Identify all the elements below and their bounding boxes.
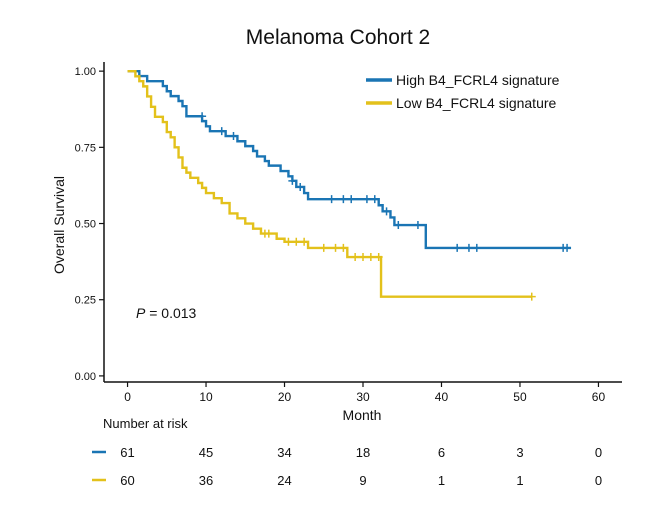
censor-mark: [464, 243, 473, 252]
censor-mark: [370, 195, 379, 204]
x-tick-label: 50: [513, 390, 527, 404]
legend-label: Low B4_FCRL4 signature: [396, 95, 557, 111]
censor-mark: [229, 132, 238, 141]
x-tick-label: 20: [278, 390, 292, 404]
censor-mark: [339, 243, 348, 252]
legend-label: High B4_FCRL4 signature: [396, 72, 560, 88]
censor-mark: [264, 229, 273, 238]
risk-count: 34: [277, 445, 291, 460]
censor-mark: [366, 253, 375, 262]
censor-mark: [374, 253, 383, 262]
censor-mark: [362, 195, 371, 204]
censor-mark: [300, 237, 309, 246]
risk-count: 3: [516, 445, 523, 460]
censor-mark: [292, 237, 301, 246]
censor-mark: [359, 253, 367, 262]
censor-mark: [198, 112, 207, 121]
censor-mark: [288, 176, 297, 185]
y-axis-label: Overall Survival: [51, 176, 67, 274]
risk-count: 1: [516, 473, 523, 488]
censor-mark: [296, 182, 305, 191]
risk-count: 36: [199, 473, 213, 488]
censor-mark: [394, 221, 403, 230]
x-axis-label: Month: [343, 407, 382, 423]
x-tick-label: 30: [356, 390, 370, 404]
p-value: = 0.013: [145, 305, 196, 321]
risk-count: 24: [277, 473, 291, 488]
y-tick-label: 1.00: [75, 66, 96, 78]
y-tick-label: 0.50: [75, 219, 96, 231]
censor-mark: [472, 243, 481, 252]
risk-count: 61: [120, 445, 134, 460]
series-low: [127, 69, 536, 301]
censor-mark: [331, 243, 340, 252]
legend: High B4_FCRL4 signature Low B4_FCRL4 sign…: [366, 72, 560, 111]
x-tick-label: 60: [592, 390, 606, 404]
x-tick-label: 0: [124, 390, 131, 404]
series-high: [127, 69, 572, 252]
risk-table-title: Number at risk: [103, 416, 188, 431]
censor-mark: [284, 237, 293, 246]
censor-mark: [453, 243, 462, 252]
risk-count: 1: [438, 473, 445, 488]
censor-mark: [347, 195, 356, 204]
y-tick-label: 0.00: [75, 371, 96, 383]
risk-count: 9: [359, 473, 366, 488]
survival-curve: [127, 69, 532, 298]
x-tick-label: 10: [199, 390, 213, 404]
censor-mark: [413, 221, 422, 230]
censor-mark: [527, 292, 536, 301]
x-tick-label: 40: [435, 390, 449, 404]
censor-mark: [382, 207, 391, 216]
censor-mark: [339, 195, 348, 204]
p-value-annotation: P = 0.013: [136, 305, 197, 321]
risk-count: 0: [595, 473, 602, 488]
censor-mark: [563, 243, 572, 252]
censor-mark: [327, 195, 336, 204]
risk-count: 6: [438, 445, 445, 460]
censor-mark: [351, 253, 360, 262]
chart-title: Melanoma Cohort 2: [246, 26, 430, 49]
y-tick-label: 0.25: [75, 295, 96, 307]
risk-table: 61 45 34 18 6 3 0 60 36 24 9 1 1 0: [92, 445, 602, 488]
risk-count: 0: [595, 445, 602, 460]
series-layer: [127, 69, 572, 301]
risk-count: 60: [120, 473, 134, 488]
censor-mark: [217, 127, 226, 136]
y-tick-label: 0.75: [75, 142, 96, 154]
risk-count: 45: [199, 445, 213, 460]
survival-curve: [127, 69, 571, 250]
axes: 0.00 0.25 0.50 0.75 1.00 0 10 20 30 40 50 60: [75, 62, 622, 404]
censor-mark: [319, 243, 328, 252]
risk-count: 18: [356, 445, 370, 460]
p-label: P: [136, 305, 146, 321]
